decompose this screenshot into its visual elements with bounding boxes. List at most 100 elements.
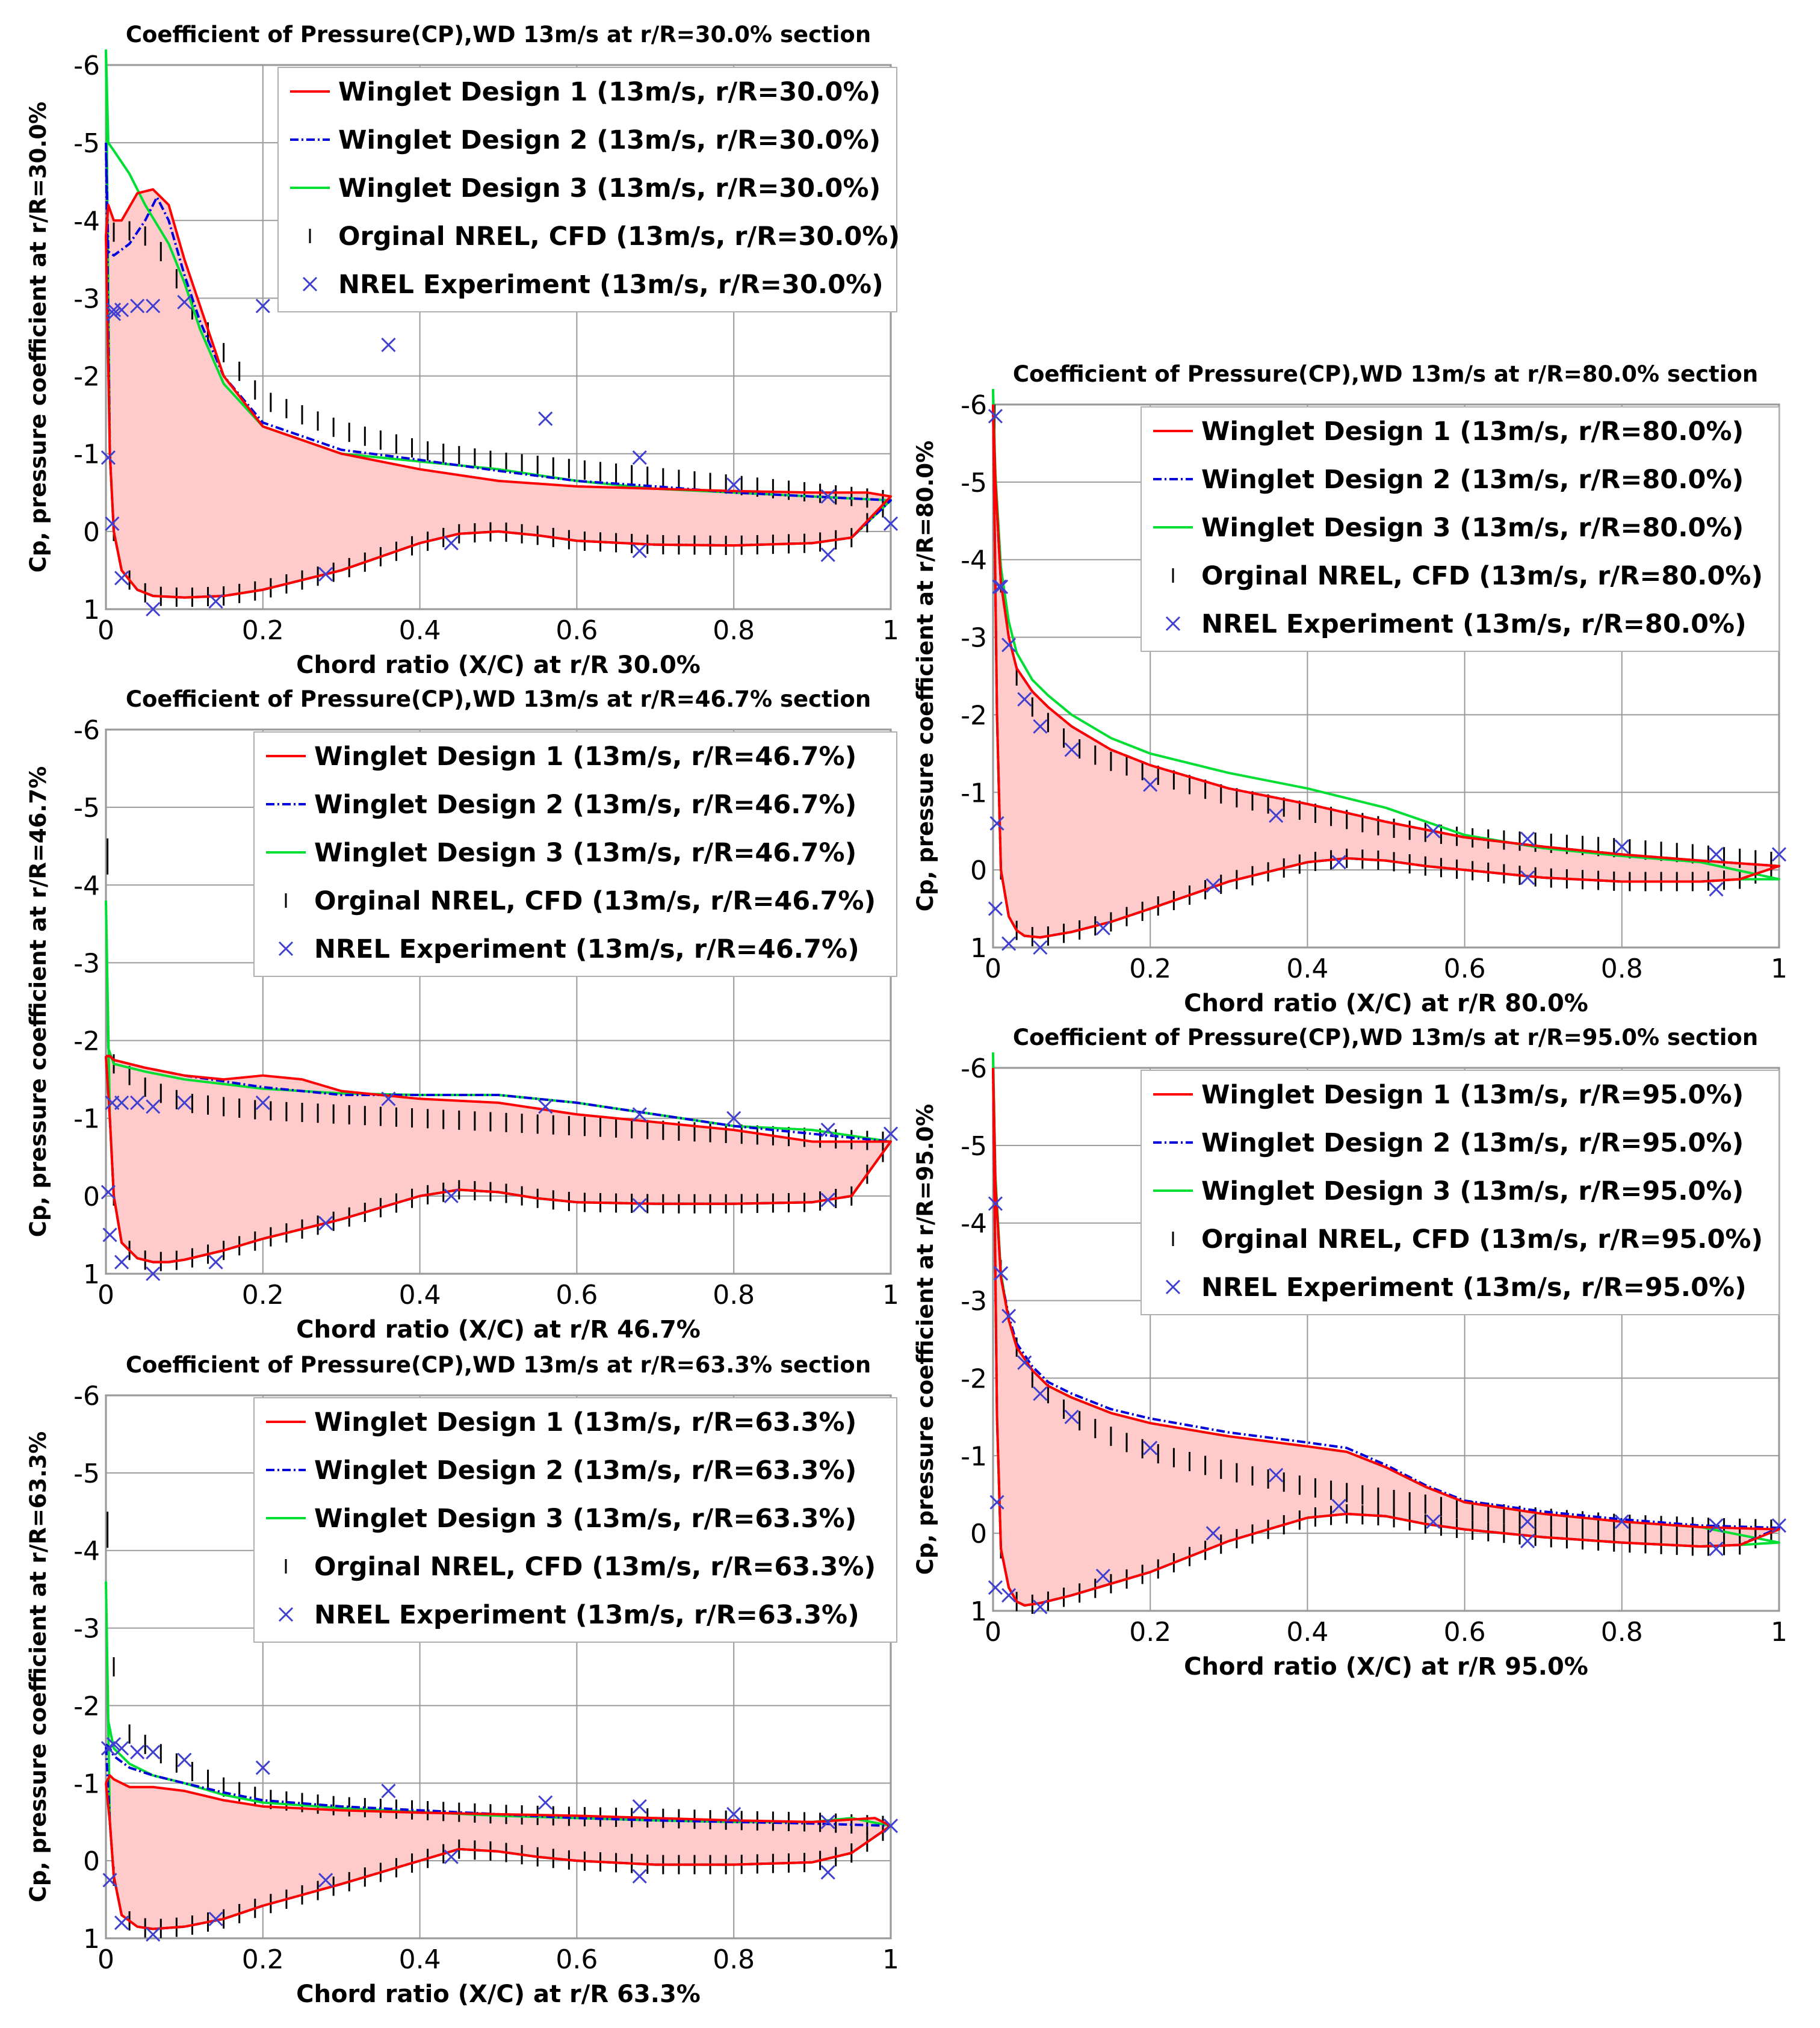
experiment-mark-stroke	[538, 1795, 553, 1810]
experiment-point	[1709, 882, 1724, 897]
y-tick-label: 1	[83, 1259, 100, 1290]
experiment-mark-stroke	[1143, 1440, 1158, 1456]
experiment-point	[1520, 1533, 1535, 1549]
experiment-point	[1033, 1599, 1048, 1614]
experiment-mark-stroke	[988, 1580, 1003, 1595]
experiment-mark-stroke	[820, 1814, 835, 1829]
experiment-point	[114, 302, 129, 317]
x-tick-label: 0.8	[1601, 1617, 1643, 1648]
experiment-point	[820, 1814, 835, 1829]
x-tick-label: 0.2	[242, 1280, 284, 1310]
x-tick-label: 0	[98, 1280, 114, 1310]
experiment-mark-stroke	[114, 571, 129, 586]
experiment-mark-stroke	[114, 1915, 129, 1930]
y-tick-label: -4	[73, 870, 100, 901]
experiment-mark-stroke	[726, 477, 741, 492]
experiment-mark-stroke	[820, 489, 835, 504]
experiment-mark-stroke	[726, 1111, 741, 1126]
experiment-mark-stroke	[130, 1744, 145, 1760]
legend-box	[253, 1397, 897, 1643]
experiment-point	[1771, 1518, 1787, 1533]
legend-swatch-x	[302, 276, 318, 292]
experiment-point	[1001, 1309, 1017, 1324]
experiment-mark-stroke	[444, 1188, 459, 1203]
chart-title: Coefficient of Pressure(CP),WD 13m/s at …	[126, 22, 871, 48]
experiment-point	[146, 299, 161, 314]
experiment-mark-stroke	[105, 516, 120, 532]
x-tick-label: 0.8	[713, 615, 755, 646]
y-tick-label: -1	[73, 439, 100, 470]
experiment-mark-stroke	[1520, 870, 1535, 885]
experiment-mark-stroke	[444, 1849, 459, 1864]
experiment-mark-stroke	[255, 1095, 270, 1110]
experiment-mark-stroke	[632, 1868, 647, 1884]
experiment-mark-stroke	[992, 579, 1007, 594]
legend: Winglet Design 1 (13m/s, r/R=46.7%) Wingl…	[253, 731, 897, 977]
x-tick-label: 0.8	[1601, 954, 1643, 984]
y-tick-label: -3	[961, 1286, 987, 1317]
experiment-point	[381, 1091, 396, 1106]
experiment-point	[444, 1849, 459, 1864]
experiment-point	[1709, 1518, 1724, 1533]
x-tick-label: 1	[1771, 954, 1788, 984]
experiment-mark-stroke	[146, 1099, 161, 1114]
y-tick-label: -2	[73, 1026, 100, 1057]
experiment-mark-stroke	[820, 1123, 835, 1138]
experiment-point	[1033, 1386, 1048, 1401]
y-tick-label: 1	[970, 933, 987, 964]
experiment-point	[146, 1744, 161, 1760]
legend-swatch-x	[1165, 1279, 1181, 1295]
experiment-mark-stroke	[101, 450, 116, 465]
x-tick-label: 0.2	[242, 615, 284, 646]
experiment-mark-stroke	[146, 299, 161, 314]
experiment-point	[1001, 936, 1017, 951]
y-tick-label: -1	[961, 778, 987, 808]
experiment-point	[1614, 839, 1629, 854]
x-axis-label: Chord ratio (X/C) at r/R 30.0%	[296, 651, 701, 679]
y-tick-label: -2	[961, 700, 987, 731]
y-tick-label: -5	[961, 468, 987, 498]
experiment-mark-stroke	[1709, 1518, 1724, 1533]
legend-entry-label: Winglet Design 1 (13m/s, r/R=30.0%)	[338, 77, 881, 107]
legend-entry-label: Orginal NREL, CFD (13m/s, r/R=30.0%)	[338, 222, 900, 252]
legend-swatch-x	[278, 941, 294, 957]
experiment-point	[1771, 847, 1787, 862]
legend-entry-label: Orginal NREL, CFD (13m/s, r/R=63.3%)	[314, 1552, 876, 1582]
experiment-point	[726, 1111, 741, 1126]
experiment-mark-stroke	[318, 566, 333, 581]
x-tick-label: 0.4	[399, 1280, 441, 1310]
legend-box	[253, 731, 897, 977]
experiment-point	[1033, 719, 1048, 734]
experiment-mark-stroke	[146, 1927, 161, 1942]
experiment-point	[1143, 1440, 1158, 1456]
y-tick-label: 0	[83, 1846, 100, 1877]
legend-entry-label: Winglet Design 2 (13m/s, r/R=46.7%)	[314, 790, 856, 820]
experiment-mark-stroke	[1001, 936, 1017, 951]
experiment-mark-stroke	[1520, 831, 1535, 846]
legend-entry-label: Winglet Design 2 (13m/s, r/R=63.3%)	[314, 1456, 856, 1486]
y-tick-label: -4	[961, 1209, 987, 1239]
experiment-mark-stroke	[1331, 1498, 1346, 1514]
experiment-point	[726, 1806, 741, 1822]
experiment-mark-stroke	[632, 1107, 647, 1122]
experiment-point	[1033, 940, 1048, 955]
experiment-point	[1017, 692, 1032, 707]
y-axis-label: Cp, pressure coefficient at r/R=63.3%	[25, 1431, 51, 1903]
legend-entry-label: NREL Experiment (13m/s, r/R=30.0%)	[338, 270, 884, 300]
experiment-series	[101, 1737, 899, 1942]
experiment-point	[102, 1873, 117, 1888]
experiment-mark-stroke	[1001, 1309, 1017, 1324]
experiment-point	[1331, 855, 1346, 870]
experiment-point	[1001, 637, 1017, 653]
x-tick-label: 0.4	[399, 1944, 441, 1975]
x-axis-label: Chord ratio (X/C) at r/R 46.7%	[296, 1316, 701, 1344]
experiment-point	[632, 1868, 647, 1884]
experiment-mark-stroke	[632, 450, 647, 465]
experiment-point	[1269, 1468, 1284, 1483]
experiment-point	[1206, 1526, 1221, 1541]
chart-title: Coefficient of Pressure(CP),WD 13m/s at …	[1013, 1025, 1758, 1050]
experiment-point	[114, 1741, 129, 1756]
experiment-mark-stroke	[114, 1254, 129, 1270]
experiment-point	[988, 1196, 1003, 1211]
y-tick-label: -3	[73, 284, 100, 314]
